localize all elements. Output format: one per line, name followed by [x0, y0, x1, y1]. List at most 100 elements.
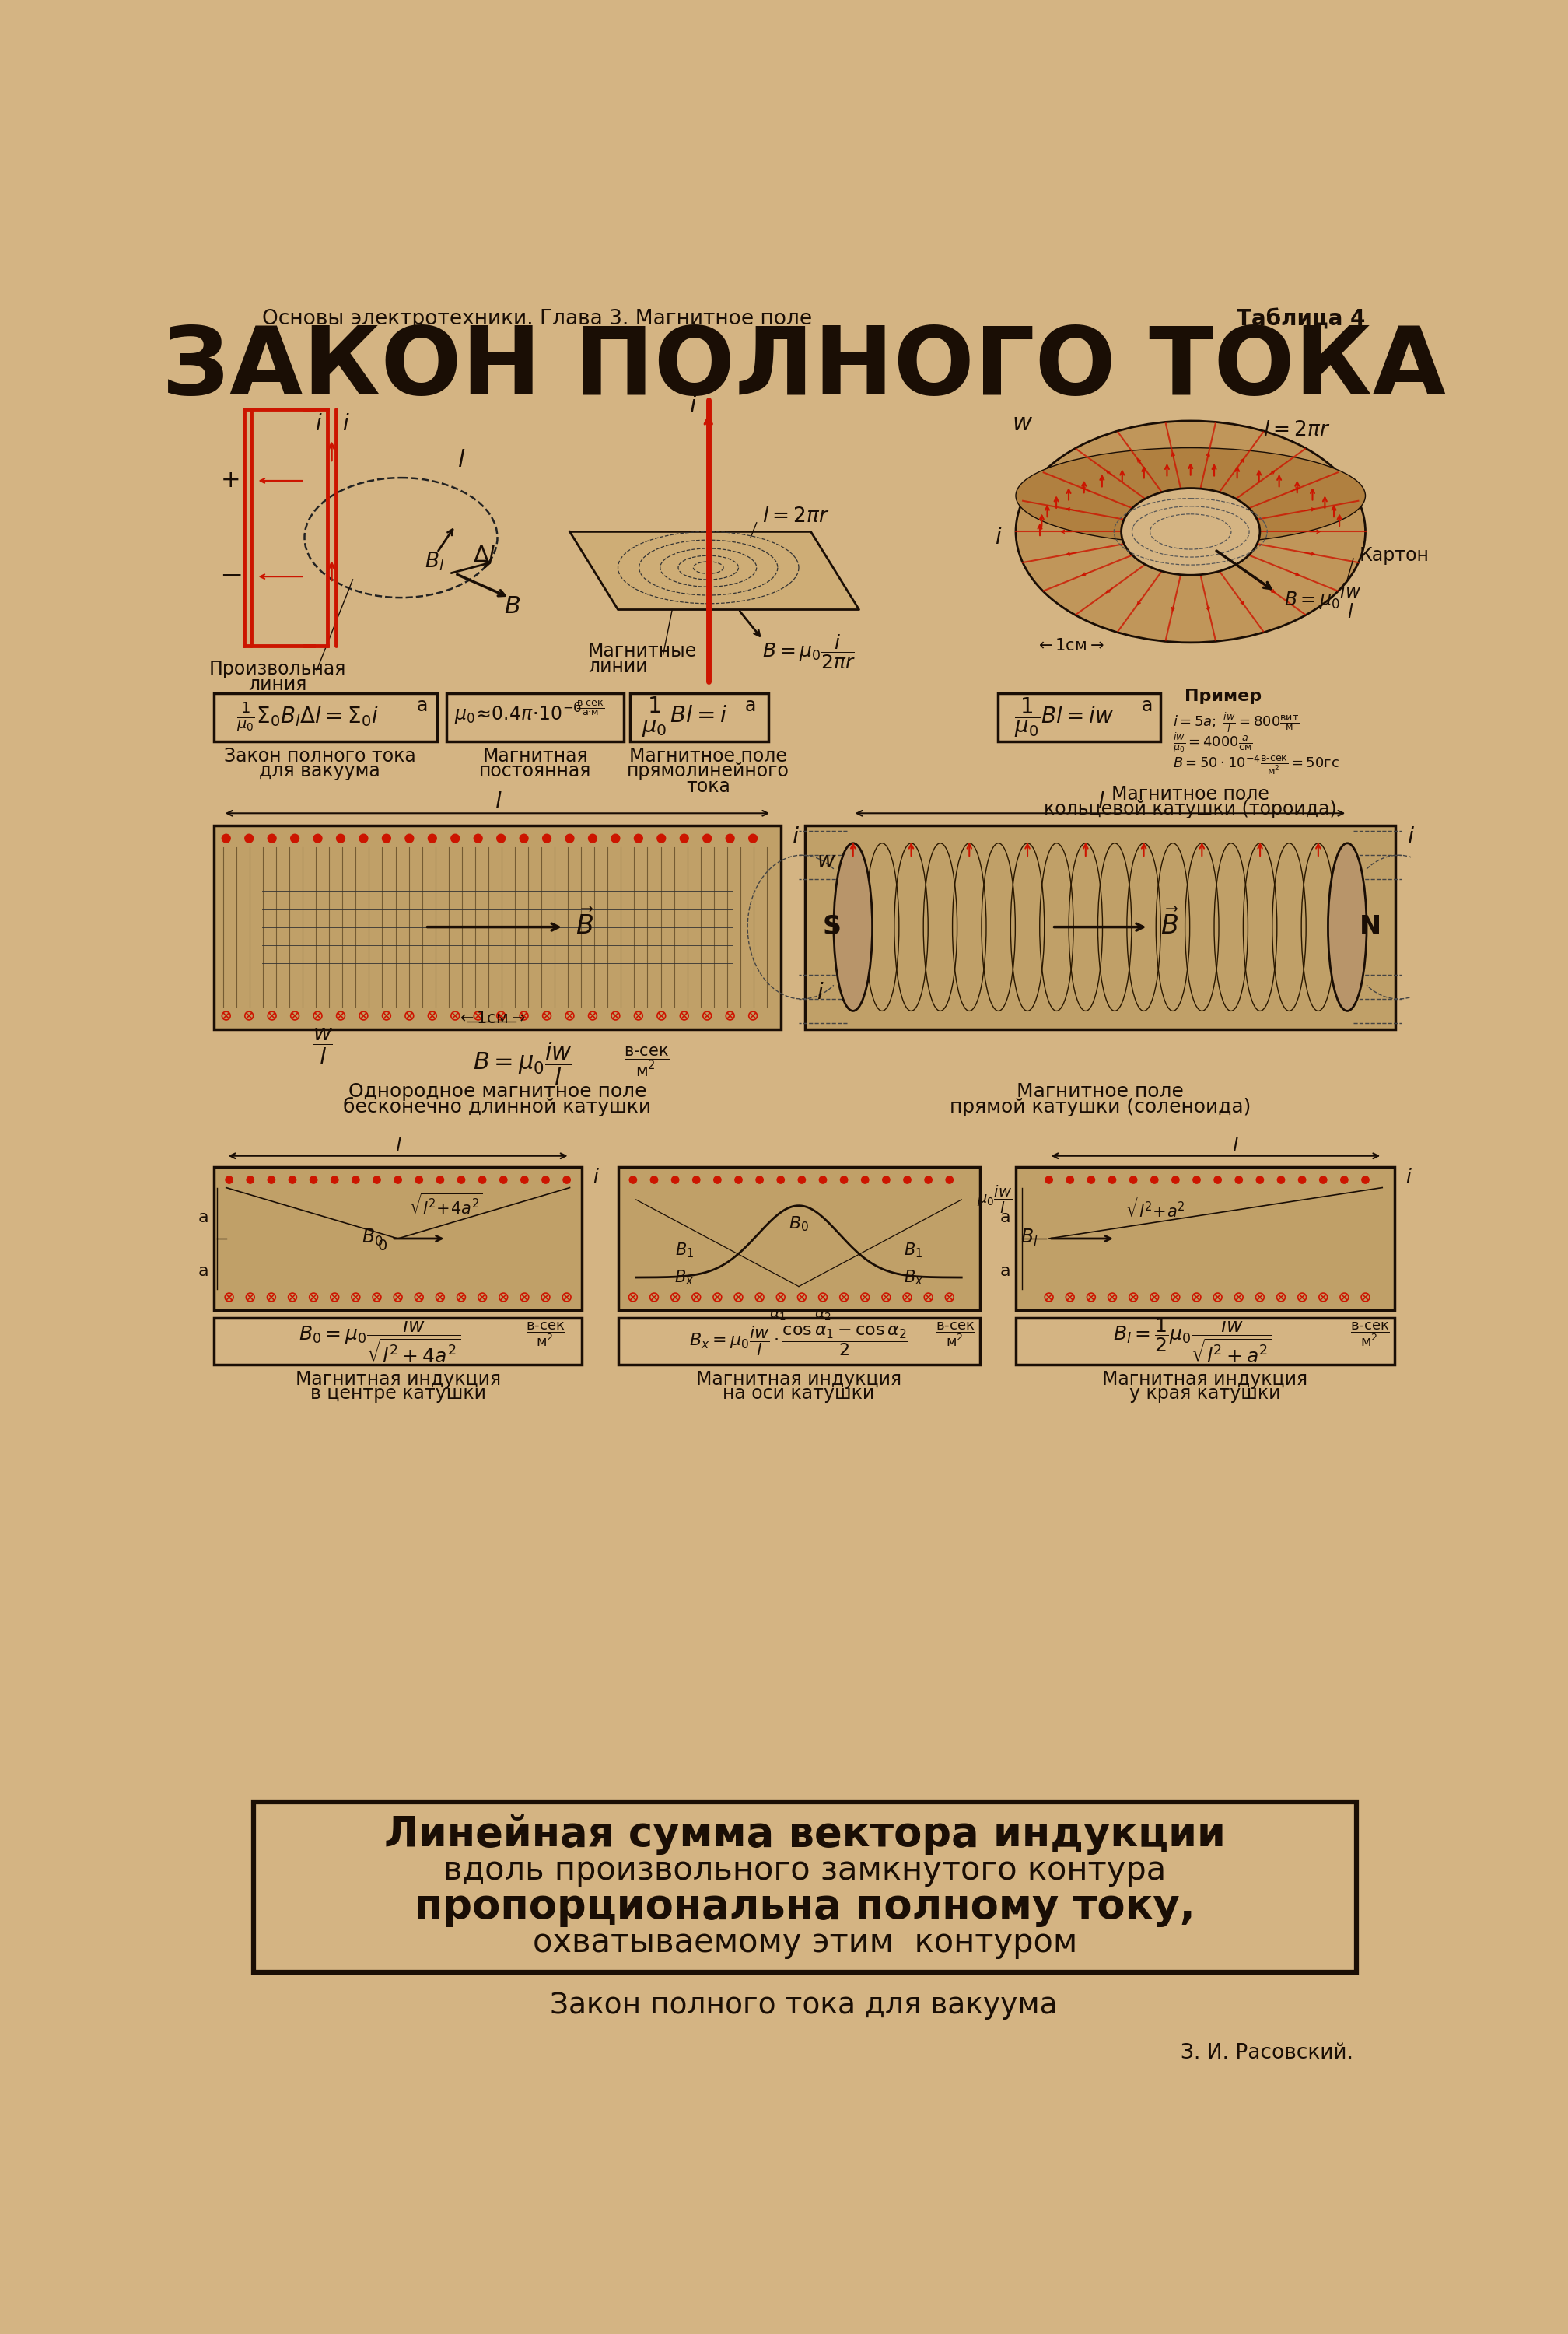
- Circle shape: [521, 1176, 528, 1183]
- Text: постоянная: постоянная: [480, 761, 591, 780]
- Text: $B_0=\mu_0\dfrac{iw}{\sqrt{l^2+4a^2}}$: $B_0=\mu_0\dfrac{iw}{\sqrt{l^2+4a^2}}$: [299, 1316, 461, 1365]
- Circle shape: [861, 1176, 869, 1183]
- Text: З. И. Расовский.: З. И. Расовский.: [1181, 2042, 1353, 2063]
- Circle shape: [405, 833, 414, 843]
- Circle shape: [693, 1176, 699, 1183]
- Circle shape: [289, 1176, 296, 1183]
- Text: $B_0$: $B_0$: [789, 1214, 809, 1232]
- Text: i: i: [994, 527, 1000, 548]
- Circle shape: [756, 1176, 764, 1183]
- Circle shape: [903, 1176, 911, 1183]
- Circle shape: [394, 1176, 401, 1183]
- Circle shape: [1341, 1176, 1348, 1183]
- Text: i: i: [1408, 826, 1414, 847]
- Text: $\sqrt{l^2\!+\!4a^2}$: $\sqrt{l^2\!+\!4a^2}$: [409, 1193, 483, 1218]
- Ellipse shape: [1016, 420, 1366, 642]
- Text: для вакуума: для вакуума: [259, 761, 379, 780]
- Text: i: i: [793, 826, 800, 847]
- Text: $\dfrac{\text{в-сек}}{\text{м}^2}$: $\dfrac{\text{в-сек}}{\text{м}^2}$: [1350, 1321, 1389, 1349]
- Text: Магнитная: Магнитная: [483, 747, 588, 766]
- Text: −: −: [220, 562, 243, 591]
- Circle shape: [750, 833, 757, 843]
- Bar: [226, 1188, 569, 1288]
- Ellipse shape: [1328, 843, 1367, 1011]
- Circle shape: [226, 1176, 232, 1183]
- Text: $\vec{B}$: $\vec{B}$: [1160, 908, 1179, 941]
- Ellipse shape: [1016, 448, 1366, 544]
- Circle shape: [946, 1176, 953, 1183]
- Bar: [215, 1167, 582, 1309]
- Circle shape: [519, 833, 528, 843]
- Circle shape: [735, 1176, 742, 1183]
- Text: N: N: [1359, 915, 1381, 941]
- Circle shape: [478, 1176, 486, 1183]
- Text: Закон полного тока: Закон полного тока: [224, 747, 416, 766]
- Text: Магнитное поле: Магнитное поле: [1016, 1083, 1184, 1102]
- Text: линия: линия: [248, 675, 307, 693]
- Bar: [618, 1319, 980, 1365]
- Circle shape: [566, 833, 574, 843]
- Text: l: l: [1098, 791, 1104, 812]
- Text: $\dfrac{1}{\mu_0}Bl=i$: $\dfrac{1}{\mu_0}Bl=i$: [641, 696, 728, 740]
- Text: a: a: [417, 696, 428, 714]
- Text: Закон полного тока для вакуума: Закон полного тока для вакуума: [550, 1991, 1057, 2019]
- Bar: [254, 1802, 1356, 1972]
- Text: $\frac{\text{в-сек}}{\text{а·м}}$: $\frac{\text{в-сек}}{\text{а·м}}$: [577, 700, 605, 717]
- Text: $\dfrac{1}{\mu_0}Bl=iw$: $\dfrac{1}{\mu_0}Bl=iw$: [1014, 696, 1113, 740]
- Circle shape: [428, 833, 436, 843]
- Text: +: +: [221, 469, 241, 492]
- Circle shape: [314, 833, 321, 843]
- Text: у края катушки: у края катушки: [1129, 1384, 1281, 1403]
- Circle shape: [458, 1176, 464, 1183]
- Bar: [1016, 1167, 1394, 1309]
- Circle shape: [543, 833, 550, 843]
- Circle shape: [713, 1176, 721, 1183]
- Text: $\frac{1}{\mu_0}\Sigma_0 B_l\Delta l=\Sigma_0 i$: $\frac{1}{\mu_0}\Sigma_0 B_l\Delta l=\Si…: [237, 700, 378, 733]
- Text: на оси катушки: на оси катушки: [723, 1384, 875, 1403]
- Bar: [618, 1167, 980, 1309]
- Text: $i=5a;\ \frac{iw}{l}=800\frac{\text{вит}}{\text{м}}$: $i=5a;\ \frac{iw}{l}=800\frac{\text{вит}…: [1173, 712, 1298, 735]
- Circle shape: [543, 1176, 549, 1183]
- Circle shape: [1046, 1176, 1052, 1183]
- Text: Магнитное поле: Магнитное поле: [629, 747, 787, 766]
- Text: пропорциональна полному току,: пропорциональна полному току,: [414, 1886, 1195, 1928]
- Circle shape: [359, 833, 368, 843]
- Text: $B_l$: $B_l$: [1021, 1228, 1038, 1249]
- Text: $\mu_0\dfrac{iw}{l}$: $\mu_0\dfrac{iw}{l}$: [977, 1183, 1011, 1216]
- Circle shape: [657, 833, 665, 843]
- Circle shape: [383, 833, 390, 843]
- Bar: [215, 826, 781, 1029]
- Text: i: i: [593, 1167, 597, 1186]
- Circle shape: [840, 1176, 848, 1183]
- Text: $B_x$: $B_x$: [903, 1267, 924, 1286]
- Bar: [1016, 1319, 1394, 1365]
- Text: в центре катушки: в центре катушки: [310, 1384, 486, 1403]
- Bar: [215, 693, 437, 742]
- Text: a: a: [198, 1263, 209, 1279]
- Circle shape: [651, 1176, 657, 1183]
- Bar: [215, 826, 781, 1029]
- Circle shape: [1193, 1176, 1200, 1183]
- Text: Произвольная: Произвольная: [209, 661, 347, 679]
- Text: i: i: [342, 413, 348, 434]
- Text: $B=\mu_0\dfrac{iw}{l}$: $B=\mu_0\dfrac{iw}{l}$: [1284, 581, 1361, 621]
- Text: ЗАКОН ПОЛНОГО ТОКА: ЗАКОН ПОЛНОГО ТОКА: [162, 322, 1446, 413]
- Bar: [215, 1167, 582, 1309]
- Text: a: a: [198, 1209, 209, 1225]
- Text: бесконечно длинной катушки: бесконечно длинной катушки: [343, 1097, 651, 1116]
- Text: $B_x=\mu_0\dfrac{iw}{l}\cdot\dfrac{\cos\alpha_1-\cos\alpha_2}{2}$: $B_x=\mu_0\dfrac{iw}{l}\cdot\dfrac{\cos\…: [690, 1323, 908, 1358]
- Text: 0: 0: [378, 1239, 387, 1253]
- Text: $l=2\pi r$: $l=2\pi r$: [762, 506, 829, 527]
- Text: $B$: $B$: [505, 595, 521, 619]
- Circle shape: [702, 833, 712, 843]
- Text: кольцевой катушки (тороида): кольцевой катушки (тороида): [1044, 801, 1338, 819]
- Text: a: a: [745, 696, 756, 714]
- Text: Магнитное поле: Магнитное поле: [1112, 784, 1270, 803]
- Circle shape: [681, 833, 688, 843]
- Circle shape: [436, 1176, 444, 1183]
- Bar: [215, 1319, 582, 1365]
- Text: w: w: [817, 850, 834, 873]
- Text: Основы электротехники. Глава 3. Магнитное поле: Основы электротехники. Глава 3. Магнитно…: [262, 308, 812, 329]
- Text: l: l: [1232, 1137, 1237, 1155]
- Bar: [447, 693, 624, 742]
